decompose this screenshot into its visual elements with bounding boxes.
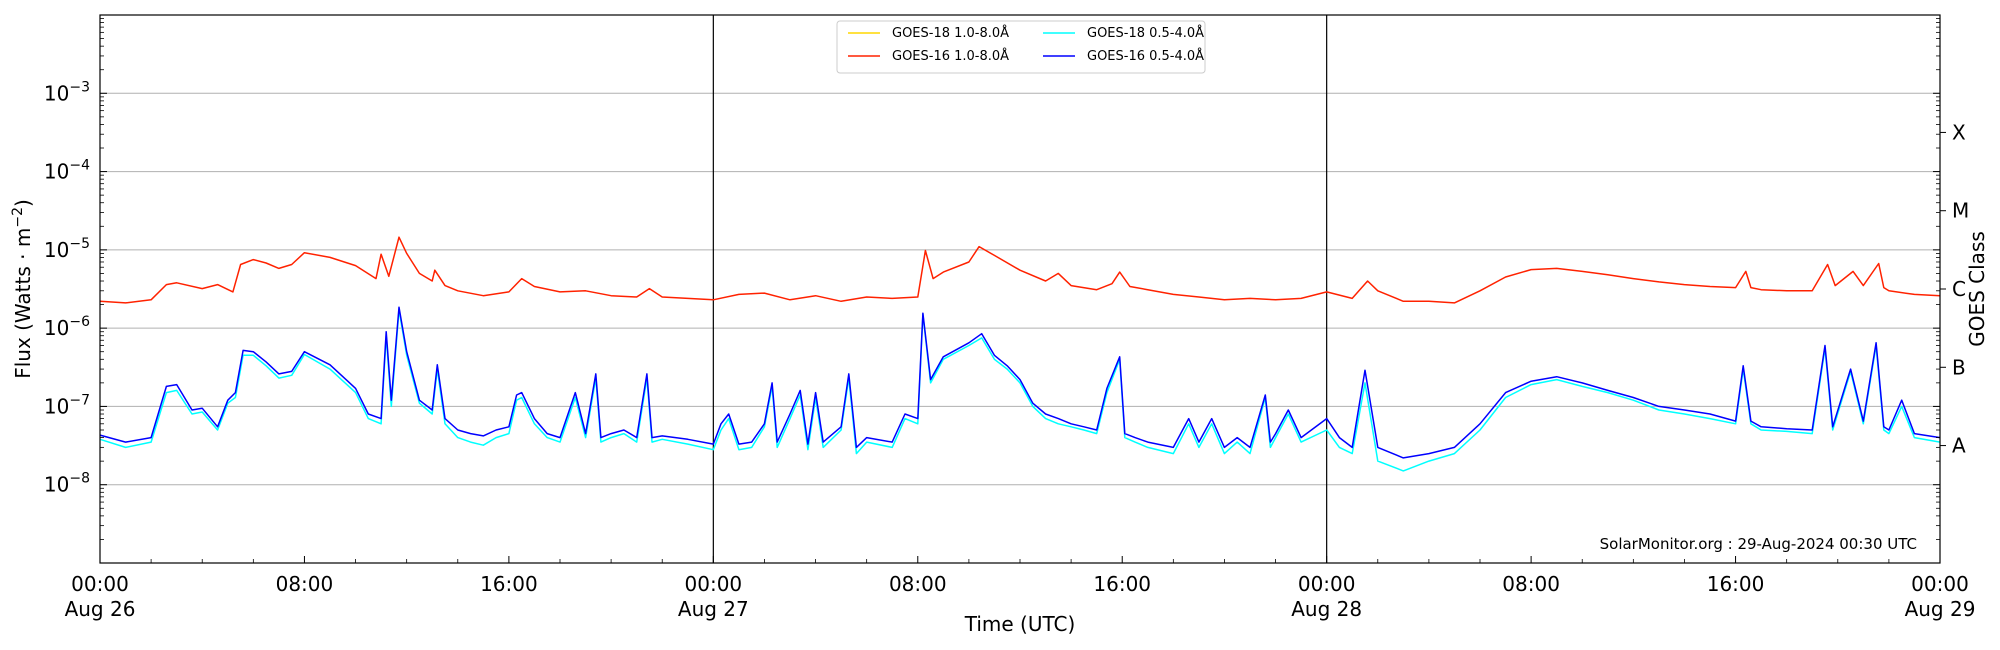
goes-class-a: A bbox=[1952, 434, 1966, 458]
plot-background bbox=[100, 15, 1940, 563]
legend-box bbox=[836, 20, 1206, 74]
x-tick-date-3: Aug 27 bbox=[678, 597, 749, 621]
x-tick-time-7: 08:00 bbox=[1502, 572, 1560, 596]
goes-class-m: M bbox=[1952, 199, 1969, 223]
x-tick-time-8: 16:00 bbox=[1707, 572, 1765, 596]
goes-class-b: B bbox=[1952, 355, 1966, 379]
x-tick-time-4: 08:00 bbox=[889, 572, 947, 596]
x-tick-time-1: 08:00 bbox=[276, 572, 334, 596]
legend-label-0: GOES-18 1.0-8.0Å bbox=[892, 25, 1009, 41]
y-tick-label-5: 10−3 bbox=[44, 79, 90, 105]
goes-class-c: C bbox=[1952, 277, 1966, 301]
x-tick-date-0: Aug 26 bbox=[65, 597, 136, 621]
y-tick-label-4: 10−4 bbox=[44, 158, 90, 184]
legend-label-1: GOES-16 1.0-8.0Å bbox=[892, 48, 1009, 64]
flux-series bbox=[99, 236, 1941, 472]
x-tick-date-9: Aug 29 bbox=[1905, 597, 1976, 621]
x-tick-date-6: Aug 28 bbox=[1291, 597, 1362, 621]
y-axis-label-text: Flux (Watts · m−2) bbox=[10, 199, 35, 379]
y-tick-label-2: 10−6 bbox=[44, 314, 90, 340]
x-tick-time-3: 00:00 bbox=[685, 572, 743, 596]
x-tick-time-5: 16:00 bbox=[1093, 572, 1151, 596]
day-boundary-lines bbox=[712, 15, 1328, 563]
x-tick-time-6: 00:00 bbox=[1298, 572, 1356, 596]
x-tick-time-0: 00:00 bbox=[71, 572, 129, 596]
x-tick-time-2: 16:00 bbox=[480, 572, 538, 596]
y-tick-label-3: 10−5 bbox=[44, 236, 90, 262]
x-axis-label: Time (UTC) bbox=[964, 612, 1076, 636]
horizontal-gridlines bbox=[100, 92, 1940, 486]
legend-label-3: GOES-16 0.5-4.0Å bbox=[1087, 48, 1204, 64]
y-tick-label-0: 10−8 bbox=[44, 471, 90, 497]
series-line-3 bbox=[99, 306, 1941, 459]
source-annotation: SolarMonitor.org : 29-Aug-2024 00:30 UTC bbox=[1600, 535, 1917, 553]
y-axis-label: Flux (Watts · m−2) bbox=[10, 199, 35, 379]
legend-label-2: GOES-18 0.5-4.0Å bbox=[1087, 25, 1204, 41]
y-tick-label-1: 10−7 bbox=[44, 392, 90, 418]
series-line-1 bbox=[99, 236, 1941, 304]
goes-class-x: X bbox=[1952, 120, 1966, 144]
goes-class-axis-label: GOES Class bbox=[1965, 231, 1989, 347]
legend: GOES-18 1.0-8.0Å GOES-18 0.5-4.0Å GOES-16 … bbox=[836, 20, 1206, 74]
x-tick-time-9: 00:00 bbox=[1911, 572, 1969, 596]
